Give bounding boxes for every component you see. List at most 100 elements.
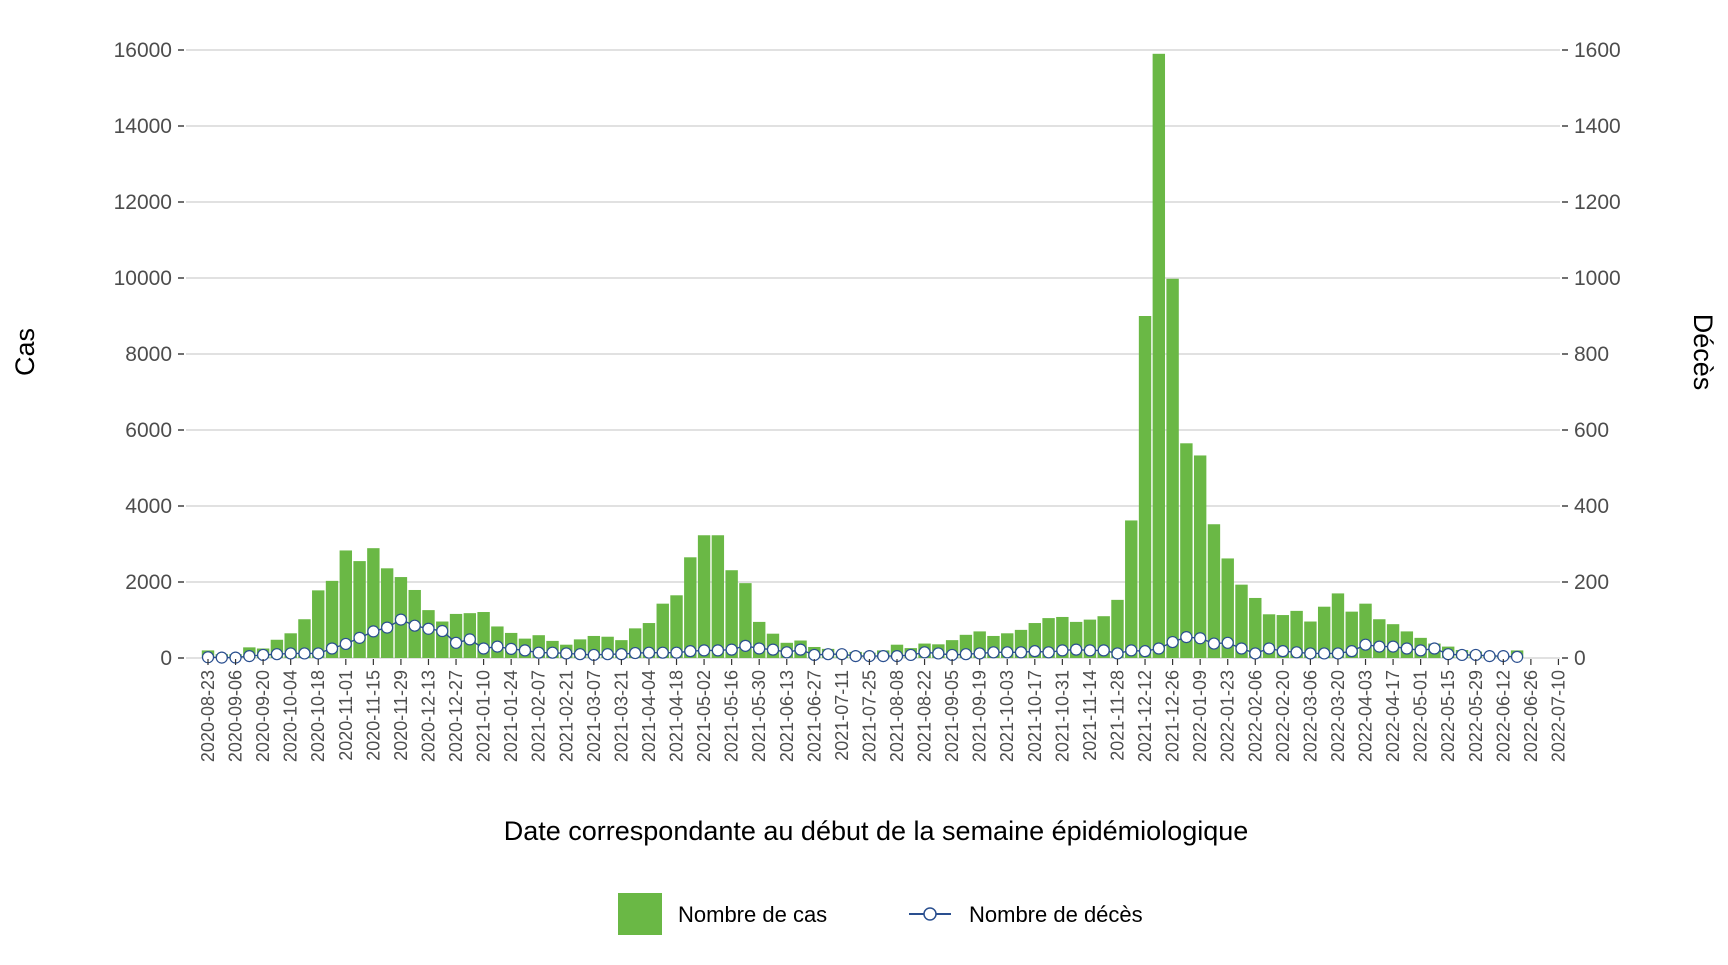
x-tick-label: 2021-09-05: [942, 670, 962, 762]
deaths-point: [946, 648, 959, 662]
x-tick-label: 2021-04-18: [667, 670, 687, 762]
deaths-point: [270, 648, 283, 661]
bar: [711, 535, 725, 658]
deaths-point: [697, 644, 711, 657]
y2-tick-label: 600: [1574, 419, 1609, 442]
deaths-point: [505, 642, 518, 655]
deaths-point: [367, 625, 380, 638]
y-tick-label: 10000: [114, 267, 172, 290]
bar: [684, 557, 697, 658]
x-tick-label: 2021-11-14: [1080, 670, 1100, 761]
x-tick-label: 2021-07-11: [832, 670, 852, 761]
deaths-point: [835, 648, 848, 661]
bar: [1193, 455, 1207, 658]
legend-swatch-cases: [618, 893, 662, 935]
deaths-point: [1276, 645, 1289, 658]
y-axis-title: Cas: [10, 328, 40, 376]
bar: [1249, 597, 1262, 658]
deaths-point: [215, 651, 228, 664]
bar: [312, 590, 325, 658]
deaths-point: [1042, 646, 1055, 659]
x-tick-label: 2022-05-29: [1466, 670, 1486, 762]
x-tick-label: 2021-08-08: [887, 670, 907, 762]
deaths-point: [739, 639, 752, 652]
bar: [725, 570, 738, 658]
y2-tick-label: 800: [1574, 343, 1609, 366]
x-tick-label: 2022-05-15: [1438, 670, 1458, 762]
deaths-point: [587, 648, 600, 662]
deaths-point: [546, 646, 559, 659]
deaths-point: [711, 644, 724, 657]
deaths-point: [518, 644, 532, 657]
deaths-point: [1056, 644, 1069, 657]
x-tick-label: 2020-08-23: [198, 670, 218, 762]
x-tick-label: 2020-11-15: [363, 670, 383, 761]
x-tick-label: 2021-09-19: [970, 670, 990, 762]
x-tick-label: 2021-06-13: [777, 670, 797, 762]
deaths-point: [725, 643, 738, 656]
deaths-point: [1180, 630, 1193, 644]
deaths-point: [408, 619, 421, 632]
deaths-point: [1235, 642, 1248, 655]
x-tick-label: 2022-06-26: [1521, 670, 1541, 762]
deaths-points-series: [201, 613, 1524, 664]
y-axis-right: 0 200 400 600 800 1000 1200 1400 1600: [1562, 39, 1621, 670]
deaths-point: [1359, 638, 1372, 651]
deaths-point: [849, 649, 862, 663]
deaths-point: [670, 646, 683, 659]
deaths-point: [325, 642, 339, 655]
x-tick-label: 2020-10-18: [308, 670, 328, 762]
y2-tick-label: 200: [1574, 571, 1609, 594]
deaths-point: [821, 648, 835, 661]
deaths-point: [973, 647, 986, 660]
deaths-point: [1331, 647, 1345, 660]
bar: [1125, 520, 1138, 658]
gridlines: [186, 49, 1560, 659]
deaths-point: [1138, 645, 1152, 658]
deaths-point: [436, 624, 449, 638]
deaths-point: [257, 648, 270, 662]
deaths-point: [877, 649, 890, 663]
deaths-point: [243, 649, 256, 663]
deaths-point: [1373, 640, 1386, 653]
deaths-point: [381, 621, 394, 634]
deaths-point: [780, 646, 793, 659]
y2-tick-label: 400: [1574, 495, 1609, 518]
deaths-point: [1304, 647, 1317, 660]
x-tick-label: 2021-10-17: [1025, 670, 1045, 762]
y-tick-label: 2000: [125, 571, 172, 594]
deaths-point: [1111, 647, 1124, 660]
deaths-point: [573, 648, 587, 661]
deaths-point: [1455, 648, 1469, 662]
x-tick-label: 2020-11-01: [336, 670, 356, 761]
x-axis: 2020-08-23 2020-09-06 2020-09-20 2020-10-04…: [198, 659, 1568, 762]
deaths-point: [629, 646, 642, 660]
bar: [1235, 584, 1248, 658]
x-tick-label: 2021-10-03: [997, 670, 1017, 762]
deaths-point: [477, 642, 490, 655]
y-tick-label: 14000: [114, 115, 172, 138]
deaths-point: [422, 622, 435, 635]
deaths-point: [1125, 644, 1138, 657]
x-tick-label: 2022-02-20: [1273, 670, 1293, 762]
x-tick-label: 2020-12-13: [418, 670, 438, 762]
y2-tick-label: 1000: [1574, 267, 1621, 290]
deaths-point: [1194, 632, 1207, 645]
deaths-point: [1221, 636, 1234, 649]
x-tick-label: 2021-12-26: [1163, 670, 1183, 762]
x-tick-label: 2021-02-07: [529, 670, 549, 762]
deaths-point: [642, 646, 656, 659]
y2-tick-label: 1600: [1574, 39, 1621, 62]
y-axis-left: 0 2000 4000 6000 8000 10000 12000 14000 16000: [114, 39, 184, 670]
x-tick-label: 2021-03-21: [611, 670, 631, 762]
bar: [1166, 278, 1179, 658]
x-tick-label: 2020-12-27: [446, 670, 466, 762]
deaths-point: [1152, 642, 1165, 655]
deaths-point: [312, 647, 325, 660]
deaths-point: [1028, 645, 1041, 658]
x-tick-label: 2021-05-16: [722, 670, 742, 762]
deaths-point: [1386, 640, 1400, 653]
x-tick-label: 2022-01-09: [1190, 670, 1210, 762]
